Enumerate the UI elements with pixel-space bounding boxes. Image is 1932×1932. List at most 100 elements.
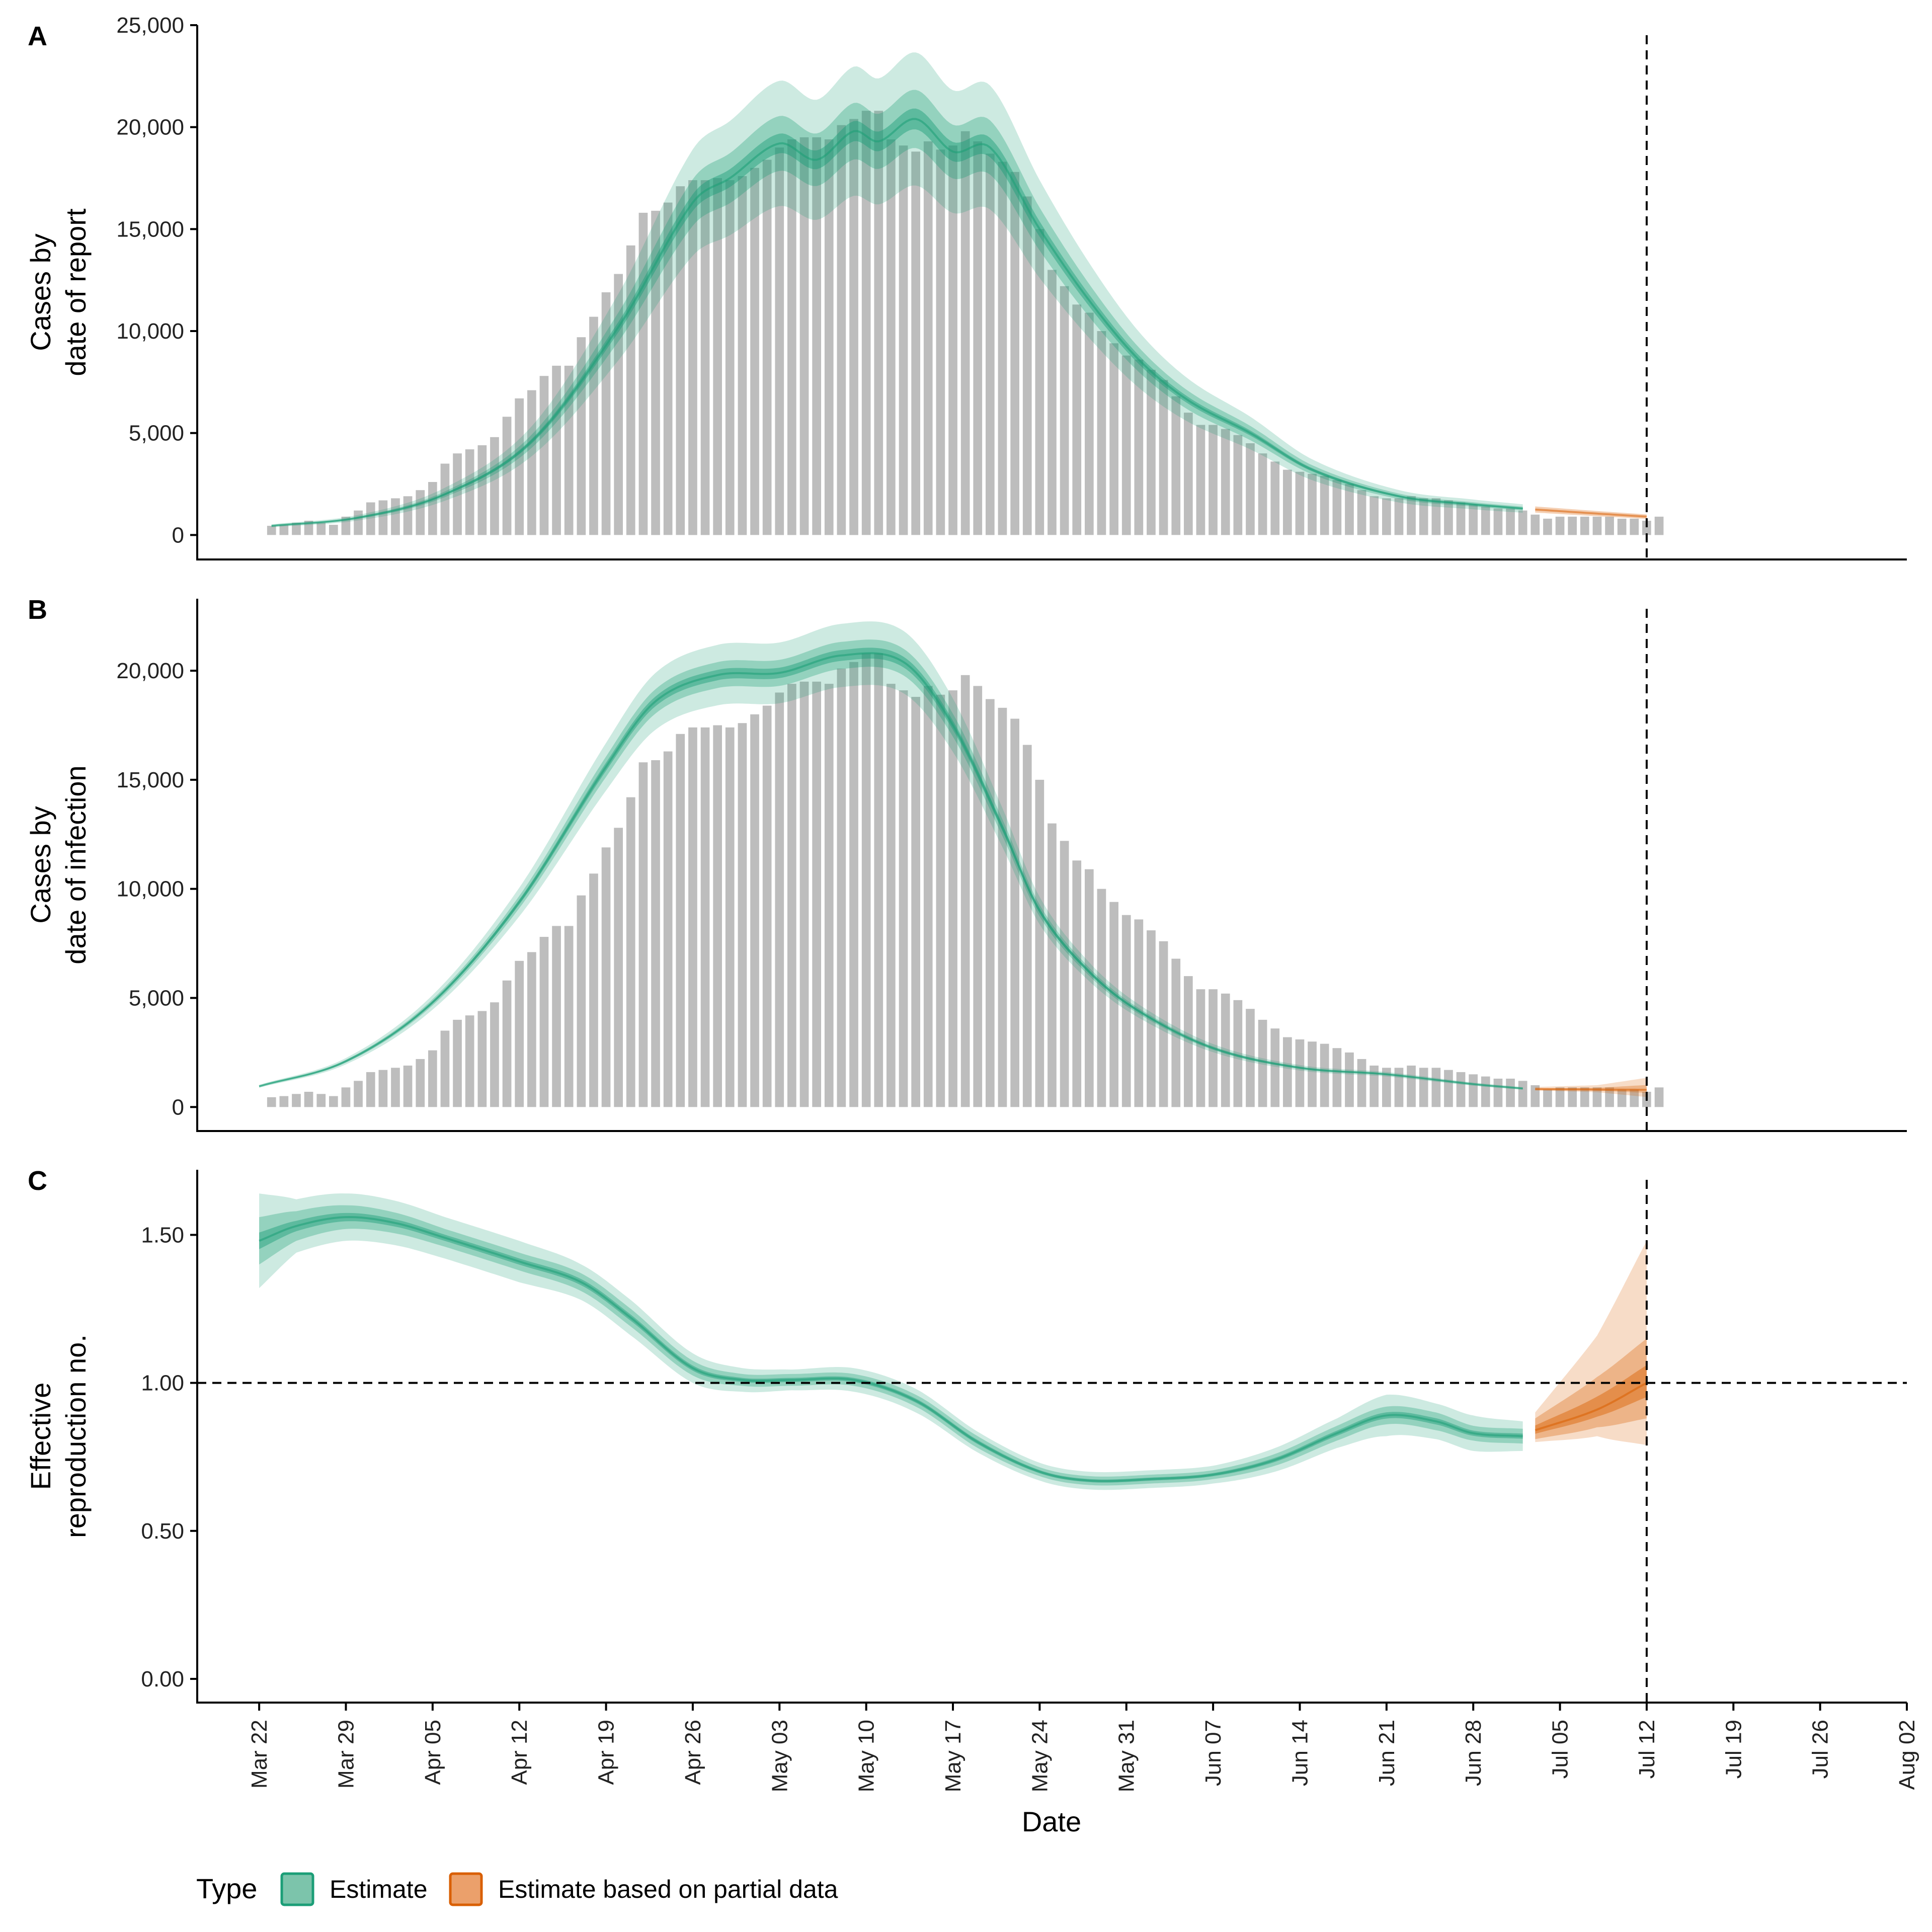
panel-a-bar: [267, 526, 276, 535]
x-tick-label: Apr 19: [594, 1720, 619, 1785]
panel-b-bar: [428, 1050, 437, 1107]
panel-a-bar: [1605, 516, 1614, 535]
panel-a-bar: [899, 145, 908, 535]
panel-a-bar: [465, 449, 474, 535]
panel-b-y-axis-title-line-2: date of infection: [60, 765, 92, 964]
panel-b-bar: [998, 707, 1007, 1107]
panel-b-bar: [267, 1097, 276, 1107]
panel-b-bar: [304, 1092, 313, 1107]
panel-b-bar: [911, 697, 920, 1107]
panel-c-y-axis-title-line-2: reproduction no.: [60, 1334, 92, 1538]
panel-a-bar: [1419, 498, 1428, 535]
panel-b-bar: [1072, 860, 1082, 1107]
panel-b-bar: [1345, 1052, 1354, 1107]
panel-a-bar: [1407, 496, 1416, 535]
panel-b-estimate-line: [259, 652, 1523, 1090]
panel-b-y-tick-label: 20,000: [116, 659, 184, 683]
panel-b-y-tick-label: 15,000: [116, 768, 184, 792]
panel-a-bar: [1617, 518, 1627, 535]
panel-b-bar: [477, 1011, 487, 1107]
x-tick-label: May 03: [767, 1720, 792, 1792]
panel-a-bar: [1295, 471, 1305, 535]
panel-a-bar: [1431, 498, 1441, 535]
panel-a-bar: [936, 149, 945, 535]
panel-b-bar: [1270, 1028, 1280, 1107]
panel-a-bar: [1085, 312, 1094, 535]
panel-b-bar: [762, 705, 772, 1107]
panel-b-bar: [923, 686, 933, 1107]
panel-b-bar: [626, 797, 635, 1107]
panel-b-bar: [601, 847, 611, 1107]
panel-b-bar: [515, 960, 524, 1107]
panel-a-y-tick-label: 5,000: [129, 421, 184, 446]
panel-b-bar: [1518, 1081, 1527, 1107]
panel-b-bar: [1233, 1000, 1243, 1107]
panel-b-bar: [1444, 1070, 1453, 1107]
panel-a-bar: [923, 141, 933, 535]
panel-a-bar: [1320, 475, 1329, 535]
panel-a-bar: [911, 151, 920, 535]
panel-a-bar: [527, 390, 536, 535]
panel-a-bar: [638, 212, 648, 535]
panel-a-bar: [861, 111, 871, 535]
panel-a-y-axis-title-line-1: Cases by: [25, 233, 56, 351]
panel-a-y-axis-title-line-2: date of report: [60, 208, 92, 376]
x-tick-label: May 10: [854, 1720, 879, 1792]
panel-b-letter: B: [28, 595, 47, 625]
panel-a-bar: [490, 437, 499, 535]
panel-b-bar: [490, 1002, 499, 1107]
panel-a-bar: [775, 147, 784, 535]
panel-a-estimate-band-0: [271, 52, 1523, 527]
panel-a-bar: [1543, 518, 1552, 535]
legend-label-partial: Estimate based on partial data: [498, 1875, 838, 1903]
panel-a-bar: [515, 398, 524, 535]
panel-b-bar: [1109, 902, 1118, 1107]
panel-a-bar: [1357, 490, 1366, 535]
panel-a-bar: [1370, 496, 1379, 535]
panel-a-bar: [799, 137, 809, 535]
panel-a-bar: [1493, 508, 1503, 535]
panel-b-bar: [1493, 1078, 1503, 1107]
panel-a-bar: [688, 180, 697, 535]
panel-b-bar: [614, 828, 623, 1107]
panel-a-bar: [1159, 380, 1168, 535]
panel-b-bar: [1531, 1085, 1540, 1107]
panel-a-bar: [1072, 304, 1082, 535]
panel-a-bar: [366, 502, 375, 535]
panel-b-bar: [676, 734, 685, 1107]
panel-b-bar: [899, 690, 908, 1107]
panel-b-bar: [1035, 779, 1044, 1107]
legend-label-estimate: Estimate: [330, 1875, 428, 1903]
panel-a-bar: [986, 153, 995, 535]
panel-b-bar: [403, 1065, 413, 1107]
panel-b-bar: [1592, 1087, 1602, 1107]
x-tick-label: Jul 05: [1548, 1720, 1573, 1779]
panel-b-bar: [1382, 1068, 1391, 1107]
panel-a-bar: [552, 365, 561, 535]
panel-b-bar: [1085, 869, 1094, 1107]
panel-a-bar: [824, 139, 834, 535]
panel-b-bar: [1654, 1087, 1664, 1107]
panel-a-bar: [1270, 461, 1280, 535]
panel-b-bar: [1134, 919, 1144, 1107]
panel-c-partial-band-50: [1535, 1338, 1647, 1439]
panel-a-bar: [1147, 370, 1156, 535]
panel-a-bar: [1221, 429, 1230, 535]
panel-c-y-tick-label: 0.00: [141, 1667, 184, 1692]
panel-b-bar: [1097, 889, 1106, 1107]
x-tick-label: Jul 12: [1635, 1720, 1659, 1779]
panel-a-letter: A: [28, 21, 47, 51]
panel-b-bar: [1332, 1048, 1342, 1107]
panel-b-bar: [663, 751, 673, 1107]
panel-b-bar: [1605, 1087, 1614, 1107]
panel-b-bar: [1568, 1087, 1577, 1107]
panel-a-bar: [1444, 500, 1453, 535]
panel-a-bar: [564, 365, 574, 535]
panel-b-bar: [1543, 1089, 1552, 1107]
panel-b-bar: [638, 762, 648, 1107]
panel-b-bar: [986, 699, 995, 1107]
panel-a-bar: [812, 137, 821, 535]
panel-a-bar: [589, 316, 598, 535]
panel-a-bar: [1048, 270, 1057, 535]
